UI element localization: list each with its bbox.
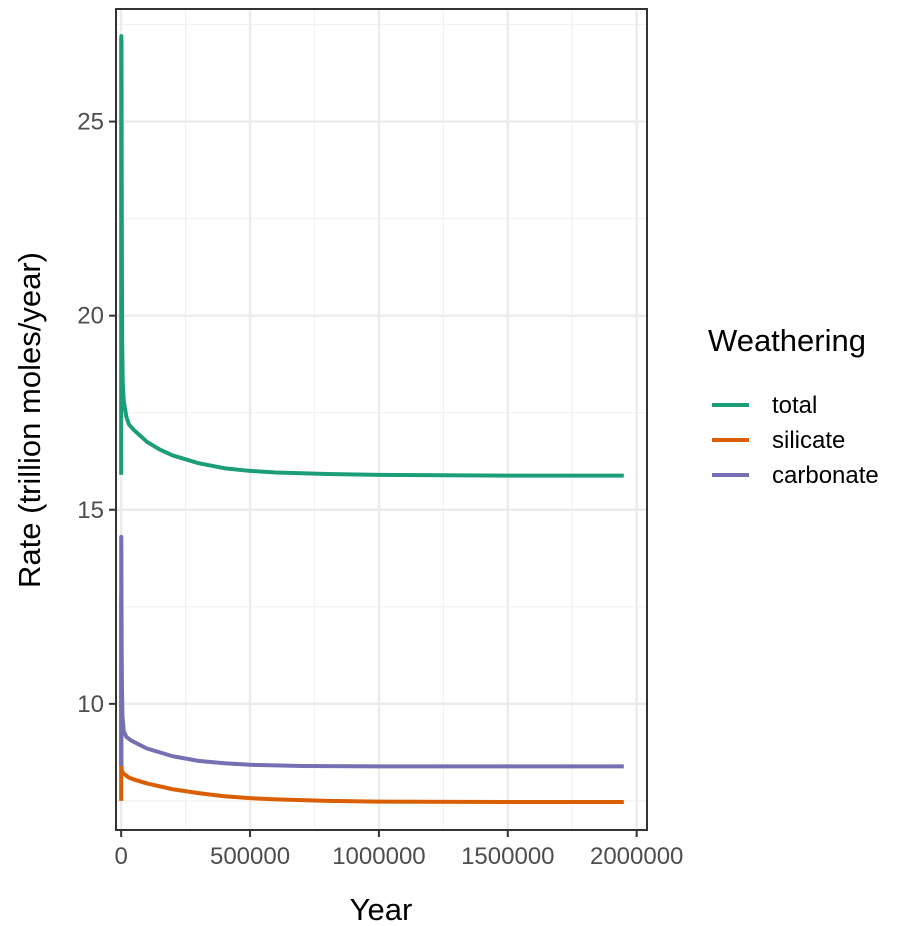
legend: Weathering total silicate carbonate bbox=[708, 323, 879, 489]
x-tick-label: 1500000 bbox=[461, 843, 554, 870]
series-lines bbox=[119, 34, 624, 805]
y-axis-title: Rate (trillion moles/year) bbox=[12, 252, 47, 588]
legend-label-total: total bbox=[772, 392, 817, 419]
legend-title: Weathering bbox=[708, 323, 866, 358]
legend-label-silicate: silicate bbox=[772, 427, 845, 454]
y-tick-label: 15 bbox=[77, 497, 104, 524]
x-axis-ticks: 0 500000 1000000 1500000 2000000 bbox=[114, 830, 683, 870]
x-tick-label: 500000 bbox=[210, 843, 290, 870]
series-line-carbonate bbox=[119, 534, 624, 769]
legend-label-carbonate: carbonate bbox=[772, 462, 879, 489]
series-line-total bbox=[119, 34, 624, 478]
y-tick-label: 10 bbox=[77, 691, 104, 718]
x-axis-title: Year bbox=[350, 892, 413, 926]
y-tick-label: 20 bbox=[77, 303, 104, 330]
x-tick-label: 0 bbox=[114, 843, 127, 870]
x-tick-label: 2000000 bbox=[590, 843, 683, 870]
plot-border bbox=[115, 8, 648, 831]
y-axis-ticks: 10 15 20 25 bbox=[77, 109, 116, 718]
legend-items: total silicate carbonate bbox=[712, 392, 879, 489]
series-line-silicate bbox=[119, 593, 624, 805]
plot-background bbox=[116, 9, 647, 830]
plot-panel bbox=[116, 9, 647, 830]
y-tick-label: 25 bbox=[77, 109, 104, 136]
x-tick-label: 1000000 bbox=[332, 843, 425, 870]
